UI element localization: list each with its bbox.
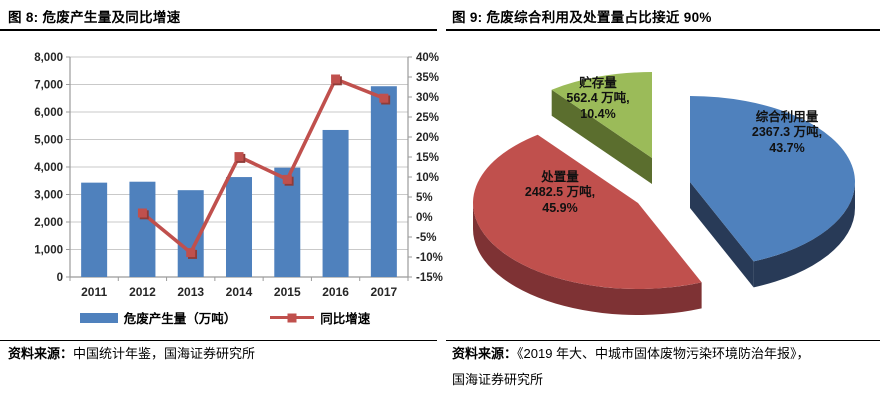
pie-3d-svg	[473, 72, 855, 315]
right-axis-label: 0%	[416, 212, 433, 224]
figure-8: 图 8: 危废产生量及同比增速 0 1,000 2,000 3,000 4,000 5,0…	[0, 10, 450, 367]
pie-label-line: 562.4 万吨,	[566, 91, 630, 106]
bar-2015	[274, 167, 301, 277]
growth-marker	[137, 208, 147, 218]
figure-9-title: 图 9: 危废综合利用及处置量占比接近 90%	[452, 10, 712, 25]
line-series-swatch	[270, 313, 315, 322]
chart-legend: 危废产生量（万吨） 同比增速	[0, 308, 450, 327]
right-axis-label: 20%	[416, 132, 439, 144]
growth-marker	[234, 152, 244, 162]
left-axis-label: 3,000	[34, 190, 63, 202]
bar-line-chart: 0 1,000 2,000 3,000 4,000 5,000 6,000 7,000 8,00…	[34, 52, 443, 299]
legend-label-growth: 同比增速	[320, 312, 371, 326]
pie-label-line: 10.4%	[580, 106, 616, 121]
bar-2016	[322, 129, 349, 277]
figure-8-source: 资料来源：中国统计年鉴，国海证券研究所	[8, 341, 255, 367]
growth-line	[141, 77, 385, 255]
figure-9-footer-rule	[446, 340, 880, 341]
pie-label-utilization: 综合利用量 2367.3 万吨, 43.7%	[752, 110, 822, 156]
figure-9-source: 资料来源：《2019 年大、中城市固体废物污染环境防治年报》， 国海证券研究所	[452, 341, 810, 393]
source-prefix: 资料来源：	[452, 346, 518, 361]
growth-marker	[379, 93, 389, 103]
figure-8-title-rule	[0, 29, 437, 31]
right-axis-label: 35%	[416, 72, 439, 84]
x-label-2016: 2016	[322, 285, 349, 299]
pie-label-storage: 贮存量 562.4 万吨, 10.4%	[566, 76, 629, 122]
pie-label-line: 2482.5 万吨,	[524, 185, 596, 200]
bar-2014	[226, 177, 252, 277]
left-axis-label: 5,000	[34, 135, 63, 147]
legend-item-growth: 同比增速	[270, 308, 370, 327]
pie-slice-utilization	[690, 96, 855, 288]
pie-label-line: 综合利用量	[755, 110, 819, 125]
axes: 0 1,000 2,000 3,000 4,000 5,000 6,000 7,000 8,00…	[34, 52, 443, 284]
pie-slice-disposal	[473, 134, 702, 315]
right-axis-label: 15%	[416, 152, 439, 164]
pie-slice-storage	[551, 72, 652, 184]
right-axis-label: -10%	[416, 252, 443, 264]
growth-marker	[186, 248, 196, 258]
bar-2011	[81, 182, 108, 277]
source-text-line2: 国海证券研究所	[452, 372, 544, 387]
bar-2012	[129, 181, 156, 277]
slice-top-face	[473, 134, 702, 289]
growth-line-series	[137, 74, 391, 259]
right-axis-label: 25%	[416, 112, 439, 124]
right-axis-label: 40%	[416, 52, 439, 64]
right-axis-label: -5%	[416, 232, 436, 244]
x-label-2012: 2012	[129, 285, 156, 299]
right-axis-label: 5%	[416, 192, 433, 204]
left-axis-label: 7,000	[34, 80, 63, 92]
x-axis-labels: 2011 2012 2013 2014 2015 2016 2017	[81, 285, 397, 299]
slice-rim-wall	[473, 203, 702, 315]
left-axis-label: 0	[57, 272, 63, 284]
slice-cut-wall	[551, 89, 652, 184]
left-axis-label: 8,000	[34, 52, 63, 64]
slice-cut-wall	[690, 182, 754, 288]
pie-chart: 综合利用量 2367.3 万吨, 43.7% 处置量 2482.5 万吨, 45…	[446, 36, 880, 336]
x-label-2017: 2017	[371, 285, 398, 299]
pie-label-line: 贮存量	[579, 76, 617, 91]
pie-label-disposal: 处置量 2482.5 万吨, 45.9%	[525, 170, 595, 216]
x-label-2015: 2015	[274, 285, 301, 299]
right-axis-label: 10%	[416, 172, 439, 184]
slice-top-face	[551, 72, 652, 158]
growth-marker	[282, 174, 292, 184]
x-label-2013: 2013	[177, 285, 204, 299]
x-label-2011: 2011	[81, 285, 107, 299]
production-bars	[81, 86, 397, 277]
x-label-2014: 2014	[226, 285, 253, 299]
growth-marker	[331, 74, 341, 84]
figure-8-footer-rule	[0, 340, 437, 341]
figure-8-title: 图 8: 危废产生量及同比增速	[8, 10, 181, 25]
pie-label-line: 43.7%	[769, 140, 805, 155]
pie-label-line: 处置量	[541, 170, 579, 185]
pie-label-line: 45.9%	[542, 200, 578, 215]
slice-rim-wall	[753, 182, 855, 288]
bar-series-swatch	[79, 312, 118, 323]
source-prefix: 资料来源：	[8, 346, 74, 361]
left-axis-label: 2,000	[34, 217, 63, 229]
legend-item-production: 危废产生量（万吨）	[79, 308, 237, 327]
bar-2017	[370, 86, 397, 277]
left-axis-label: 6,000	[34, 107, 63, 119]
figure-9: 图 9: 危废综合利用及处置量占比接近 90% 综合利用量 2367.3 万吨,…	[446, 0, 880, 402]
legend-label-production: 危废产生量（万吨）	[123, 312, 237, 326]
slice-top-face	[690, 96, 855, 262]
right-axis-label: 30%	[416, 92, 439, 104]
figure-9-title-rule	[446, 29, 880, 31]
pie-label-line: 2367.3 万吨,	[751, 125, 823, 140]
source-text-line1: 《2019 年大、中城市固体废物污染环境防治年报》，	[517, 346, 810, 361]
left-axis-label: 4,000	[34, 162, 63, 174]
left-axis-label: 1,000	[34, 245, 63, 257]
right-axis-label: -15%	[416, 272, 443, 284]
source-text: 中国统计年鉴，国海证券研究所	[73, 346, 256, 361]
